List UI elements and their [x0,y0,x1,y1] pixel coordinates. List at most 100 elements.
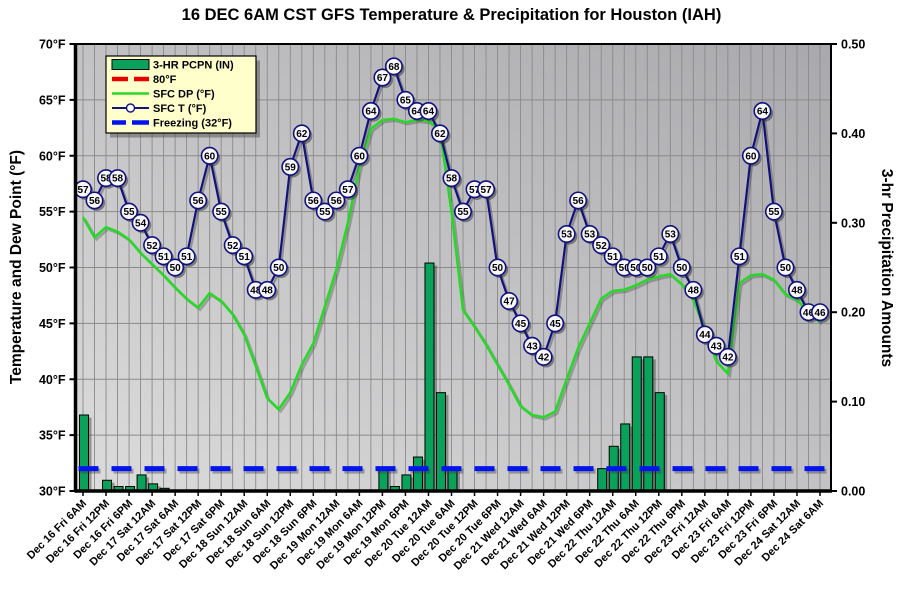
temp-marker-value: 48 [250,285,262,296]
temp-marker-value: 57 [77,185,89,196]
temp-marker [396,90,415,109]
temp-marker-value: 58 [100,174,112,185]
precip-bar [79,414,89,492]
temp-marker-value: 50 [642,263,654,274]
temp-marker-value: 44 [699,330,711,341]
left-axis-tick-label: 70°F [39,38,66,52]
temp-marker-value: 54 [135,218,147,229]
temp-marker-value: 50 [619,263,631,274]
precip-bar [401,474,412,492]
temp-marker-value: 52 [147,241,159,252]
precip-bar [136,474,147,492]
temp-marker-value: 59 [285,163,297,174]
temp-marker-value: 47 [504,297,516,308]
legend-label: Freezing (32°F) [153,118,232,130]
temp-marker [810,303,829,322]
temp-marker-value: 53 [584,230,596,241]
temp-marker [557,224,576,243]
temp-marker [753,102,772,121]
temp-marker-value: 60 [204,151,216,162]
temp-marker-value: 42 [722,353,734,364]
temp-marker-value: 57 [469,185,481,196]
temp-marker [684,280,703,299]
temp-marker [212,202,231,221]
temp-marker-value: 58 [112,174,124,185]
chart-title: 16 DEC 6AM CST GFS Temperature & Precipi… [181,6,722,24]
temp-marker [787,280,806,299]
temp-marker [661,224,680,243]
temp-marker-value: 60 [745,151,757,162]
temp-marker-value: 50 [273,263,285,274]
precip-bar [435,392,446,492]
temp-marker [166,258,185,277]
temp-marker [672,258,691,277]
temp-marker-value: 51 [181,252,193,263]
temp-marker-value: 52 [596,241,608,252]
temp-marker-value: 50 [780,263,792,274]
temp-marker [338,180,357,199]
temp-marker-value: 51 [158,252,170,263]
temp-marker [361,102,380,121]
right-axis-tick-label: 0.40 [841,127,865,141]
temp-marker-value: 62 [434,129,446,140]
temp-marker [523,336,542,355]
temp-marker-value: 68 [388,62,400,73]
legend-label: SFC T (°F) [153,103,207,115]
temp-marker-value: 60 [354,151,366,162]
temp-marker [718,347,737,366]
left-axis-tick-label: 40°F [39,373,66,387]
temp-marker [695,325,714,344]
temp-marker [373,68,392,87]
temp-marker-value: 64 [757,107,769,118]
temp-marker-value: 46 [803,308,815,319]
temp-marker [534,347,553,366]
temp-marker [419,102,438,121]
temp-marker-value: 67 [377,73,389,84]
temp-marker-value: 55 [768,207,780,218]
temp-marker [350,146,369,165]
temp-marker-value: 64 [423,107,435,118]
temp-marker-value: 57 [342,185,354,196]
temp-marker-value: 50 [676,263,688,274]
temp-marker [281,157,300,176]
temp-marker [592,236,611,255]
legend-label: 80°F [153,74,177,86]
temp-marker-value: 42 [538,353,550,364]
temp-marker-value: 56 [331,196,343,207]
temp-marker-value: 51 [653,252,665,263]
left-axis-tick-label: 45°F [39,317,66,331]
temp-marker-value: 55 [457,207,469,218]
temp-marker-value: 64 [365,107,377,118]
temp-marker [189,191,208,210]
temp-marker [177,247,196,266]
temp-marker [292,124,311,143]
temp-marker [120,202,139,221]
temp-marker-value: 53 [561,230,573,241]
temp-marker [269,258,288,277]
left-axis-tick-label: 35°F [39,429,66,443]
left-axis-tick-label: 50°F [39,261,66,275]
precip-bar [424,262,435,492]
temp-marker [154,247,173,266]
left-axis-tick-label: 65°F [39,93,66,107]
temp-marker-value: 56 [308,196,320,207]
temp-marker [430,124,449,143]
temp-marker [108,169,127,188]
temp-marker-value: 64 [411,107,423,118]
temp-marker-value: 48 [262,285,274,296]
temp-marker-value: 62 [296,129,308,140]
temp-marker-value: 45 [550,319,562,330]
right-axis-tick-label: 0.10 [841,395,865,409]
temp-marker-value: 48 [791,285,803,296]
temp-marker-value: 56 [193,196,205,207]
temp-marker-value: 52 [227,241,239,252]
temp-marker-value: 50 [492,263,504,274]
legend: 3-HR PCPN (IN) 80°F SFC DP (°F) SFC T (°F) F… [105,55,260,138]
temp-marker-value: 46 [814,308,826,319]
temp-marker-value: 43 [527,341,539,352]
temp-marker [85,191,104,210]
precip-bar [412,456,423,492]
temp-marker [500,292,519,311]
